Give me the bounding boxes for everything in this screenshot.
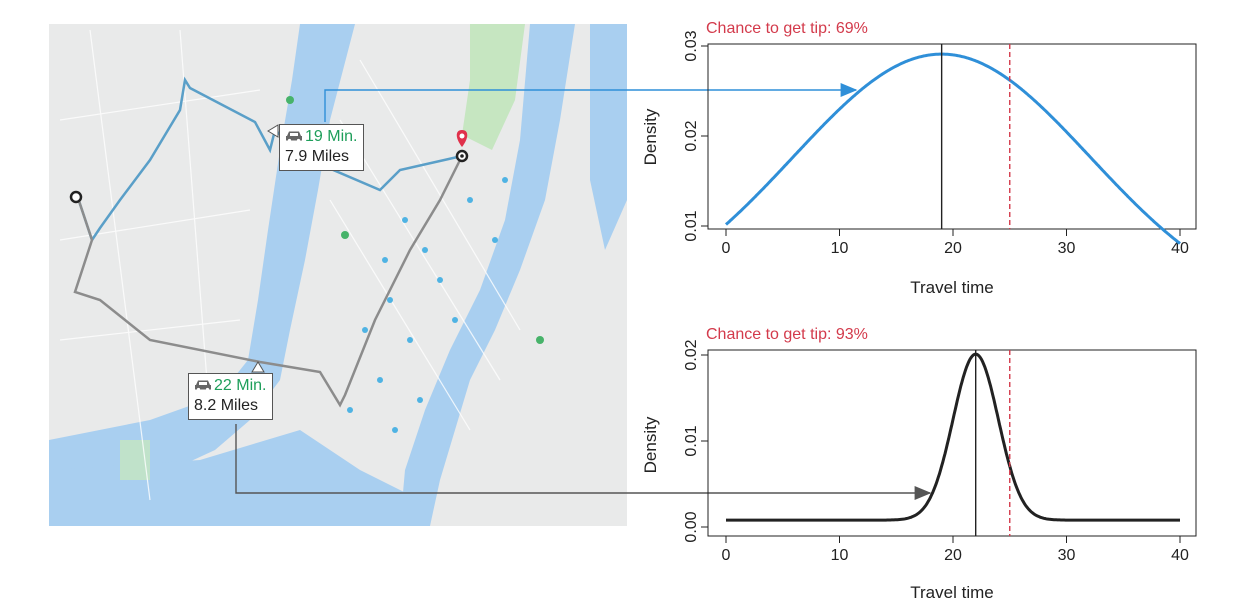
y-tick-label: 0.01 [683, 425, 700, 456]
poi-dots-green [286, 96, 544, 344]
poi-dots [347, 177, 508, 433]
density-curve [724, 52, 1181, 245]
route-map [49, 24, 627, 526]
chart1-frame [707, 43, 1197, 230]
y-tick-label: 0.01 [683, 210, 700, 241]
route-label-bottom: 22 Min. 8.2 Miles [188, 373, 274, 420]
river-right [590, 24, 627, 250]
chart2-ylabel: Density [641, 416, 660, 473]
chart2-xlabel: Travel time [910, 583, 993, 602]
route-label-top: 19 Min. 7.9 Miles [279, 124, 365, 171]
connector-arrow-top [324, 83, 858, 122]
park-strip [120, 440, 150, 480]
route-22-min [73, 155, 464, 408]
x-tick-label: 10 [831, 547, 849, 564]
start-marker-icon [69, 190, 83, 204]
density-chart-top: Chance to get tip: 69% 0 10 20 30 40 0.01 0.0… [641, 20, 1197, 297]
x-tick-label: 40 [1171, 547, 1189, 564]
x-tick-label: 20 [944, 547, 962, 564]
car-icon [195, 380, 211, 391]
y-tick-label: 0.02 [683, 339, 700, 370]
y-tick-label: 0.00 [683, 511, 700, 542]
x-tick-label: 30 [1058, 240, 1076, 257]
harbor [49, 430, 430, 526]
x-tick-label: 30 [1058, 547, 1076, 564]
route-top-minutes: 19 Min. [305, 128, 358, 145]
connector-arrow-bottom [235, 424, 932, 500]
destination-pin-icon [456, 130, 468, 147]
density-chart-bottom: Chance to get tip: 93% 0 10 20 30 40 0.00 0.0… [641, 326, 1197, 602]
y-tick-label: 0.03 [683, 30, 700, 61]
chart1-xlabel: Travel time [910, 278, 993, 297]
route-top-miles: 7.9 Miles [285, 148, 350, 165]
chart2-title: Chance to get tip: 93% [706, 326, 868, 343]
chart1-title: Chance to get tip: 69% [706, 20, 868, 37]
x-tick-label: 10 [831, 240, 849, 257]
x-tick-label: 20 [944, 240, 962, 257]
route-bottom-miles: 8.2 Miles [194, 397, 259, 414]
route-bottom-minutes: 22 Min. [214, 377, 267, 394]
x-tick-label: 40 [1171, 240, 1189, 257]
central-park [462, 24, 525, 150]
street-grid [59, 29, 521, 501]
chart2-frame [707, 349, 1197, 537]
y-tick-label: 0.02 [683, 120, 700, 151]
route-19-min [76, 76, 463, 243]
chart1-ylabel: Density [641, 108, 660, 165]
x-tick-label: 0 [722, 547, 731, 564]
car-icon [286, 131, 302, 142]
density-curve [726, 352, 1180, 522]
hudson-river [49, 24, 355, 500]
x-tick-label: 0 [722, 240, 731, 257]
